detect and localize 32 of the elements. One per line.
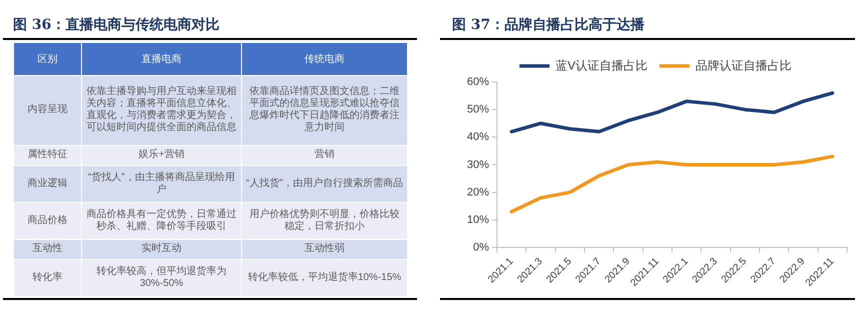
text: “货找人”，由主播将商品呈现给用户 [88, 172, 235, 195]
category-label: 传统电商 [242, 43, 408, 76]
text: 商业逻辑 [28, 178, 68, 189]
text: 转化率较低，平均退货率10%-15% [248, 272, 402, 284]
y-tick-label: 50% [466, 104, 490, 116]
text: 依靠主播导购与用户互动来呈现相关内容；直播将平面信息立体化、直观化，与消费者需求更为契合，可以短时间内提供全面的商品信息 [86, 86, 236, 134]
category-label: 直播电商 [82, 43, 242, 76]
text: 商品价格具有一定优势，日常通过秒杀、礼赠、降价等手段吸引 [86, 208, 236, 232]
text: 图 36：直播电商与传统电商对比 [3, 12, 417, 40]
legend-label: 蓝V认证自播占比 [556, 58, 648, 72]
y-tick-label: 40% [466, 131, 490, 144]
text: 营销 [314, 149, 334, 160]
text: 实时互动 [142, 243, 182, 254]
text: 内容呈现 [28, 104, 68, 116]
chart-title: 图 37：品牌自播占比高于达播 [440, 12, 855, 40]
y-tick-label: 10% [466, 214, 490, 226]
text: 商品价格 [28, 214, 68, 226]
text: 转化率 [32, 272, 62, 284]
text: 转化率较高，但平均退货率为30%-50% [96, 266, 226, 290]
legend-label: 品牌认证自播占比 [696, 58, 792, 72]
text: 依靠商品详情页及图文信息；二维平面式的信息呈现形式难以抢夺信息爆炸时代下日趋降低的消费者注意力时间 [250, 86, 400, 134]
text: “人找货”，由用户自行搜索所需商品 [246, 178, 403, 189]
y-tick-label: 60% [466, 76, 490, 88]
text: 互动性 [32, 243, 62, 254]
y-tick-label: 20% [466, 186, 490, 198]
y-tick-label: 0% [473, 242, 490, 254]
text: 属性特征 [28, 149, 68, 160]
y-tick-label: 30% [466, 158, 490, 171]
category-label: 区别 [14, 43, 82, 76]
text: 互动性弱 [304, 243, 344, 254]
text: 娱乐+营销 [138, 149, 184, 160]
text: 用户价格优势则不明显，价格比较稳定，日常折扣小 [250, 208, 400, 232]
